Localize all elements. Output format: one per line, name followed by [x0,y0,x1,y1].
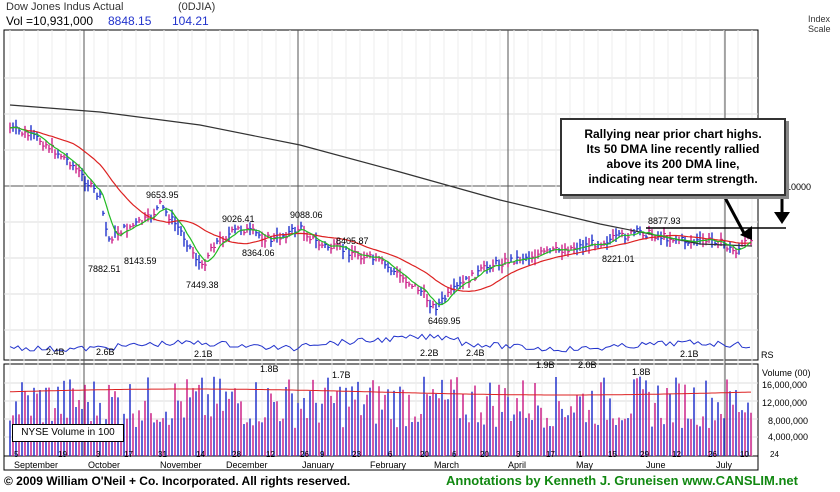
day-label-4: 31 [158,450,167,459]
price-label-4: 9026.41 [222,214,255,224]
price-label-5: 8364.06 [242,248,275,258]
day-label-7: 12 [266,450,275,459]
day-label-18: 15 [608,450,617,459]
day-label-21: 26 [708,450,717,459]
price-label-2: 8143.59 [124,256,157,266]
callout-line-4: indicating near term strength. [588,172,758,186]
month-label-6: March [434,460,459,470]
day-label-10: 23 [352,450,361,459]
volume-tick-12m: 12,000,000 [762,398,807,408]
callout-box: Rallying near prior chart highs. Its 50 … [560,118,786,196]
index-scale-line1: Index [808,14,831,24]
day-label-20: 12 [672,450,681,459]
ma10-line [9,126,752,306]
rs-label: RS [761,350,774,360]
callout-line-2: Its 50 DMA line recently rallied [586,142,760,156]
volume-tick-16m: 16,000,000 [762,380,807,390]
volume-tick-4m: 4,000,000 [768,432,808,442]
index-scale-line2: Scale [808,24,831,34]
month-label-1: October [88,460,120,470]
volume-label-5: 2.2B [420,348,439,358]
day-label-22: 10 [740,450,749,459]
volume-legend: NYSE Volume in 100 [12,424,124,442]
day-label-17: 1 [578,450,583,459]
callout-arrows [720,191,790,240]
volume-bars [9,376,752,456]
day-label-11: 6 [388,450,393,459]
month-label-9: June [646,460,666,470]
price-label-3: 7449.38 [186,280,219,290]
volume-readout: Vol =10,931,000 [6,14,94,28]
price-label-7: 8405.87 [336,236,369,246]
day-label-19: 29 [640,450,649,459]
price-label-0: 9653.95 [146,190,179,200]
day-label-14: 20 [480,450,489,459]
month-label-8: May [576,460,594,470]
price-label-9: 8877.93 [648,216,681,226]
ma50-line [9,126,752,293]
volume-label-8: 2.0B [578,360,597,370]
volume-label-3: 1.8B [260,364,279,374]
copyright-text: © 2009 William O'Neil + Co. Incorporated… [4,474,351,488]
month-label-4: January [302,460,335,470]
day-label-15: 3 [516,450,521,459]
day-label-6: 28 [232,450,241,459]
volume-label-1: 2.6B [96,347,115,357]
volume-label-10: 2.1B [680,349,699,359]
day-label-9: 9 [320,450,325,459]
volume-label-4: 1.7B [332,370,351,380]
price-tick-10000: 10000 [786,182,811,192]
day-label-5: 14 [196,450,205,459]
volume-label-7: 1.9B [536,360,555,370]
chart-title: Dow Jones Indus Actual [6,1,124,13]
day-label-8: 26 [300,450,309,459]
callout-line-1: Rallying near prior chart highs. [584,127,762,141]
volume-tick-8m: 8,000,000 [768,416,808,426]
month-label-2: November [160,460,202,470]
day-label-23: 24 [770,450,779,459]
date-axis-frame [3,455,759,471]
day-tick-labels: 5 19 3 17 31 14 28 12 26 9 23 6 20 6 20 3 17 1 15 29 12 26 10 2… [14,450,779,459]
volume-label-9: 1.8B [632,367,651,377]
callout-line-3: above its 200 DMA line, [606,157,740,171]
day-label-3: 17 [124,450,133,459]
price-label-10: 8221.01 [602,254,635,264]
volume-label-0: 2.4B [46,347,65,357]
month-label-0: September [14,460,58,470]
month-label-7: April [508,460,526,470]
month-labels: September October November December January F… [14,460,733,470]
volume-label-2: 2.1B [194,349,213,359]
day-label-12: 20 [420,450,429,459]
rs-line [9,333,751,353]
price-label-6: 9088.06 [290,210,323,220]
month-label-10: July [716,460,733,470]
day-label-16: 17 [546,450,555,459]
index-scale-label: Index Scale [808,14,831,34]
month-label-5: February [370,460,407,470]
volume-average-line [9,388,751,396]
volume-label-6: 2.4B [466,348,485,358]
day-label-13: 6 [452,450,457,459]
day-label-1: 19 [58,450,67,459]
chart-symbol: (0DJIA) [178,1,216,13]
price-change: 104.21 [172,14,209,28]
price-label-1: 7882.51 [88,264,121,274]
month-label-3: December [226,460,268,470]
close-price: 8848.15 [108,14,152,28]
volume-axis-title: Volume (00) [762,368,811,378]
annotation-credit: Annotations by Kenneth J. Gruneisen www.… [446,473,798,488]
day-label-2: 3 [96,450,101,459]
price-label-8: 6469.95 [428,316,461,326]
gridlines [4,77,758,438]
day-label-0: 5 [14,450,19,459]
